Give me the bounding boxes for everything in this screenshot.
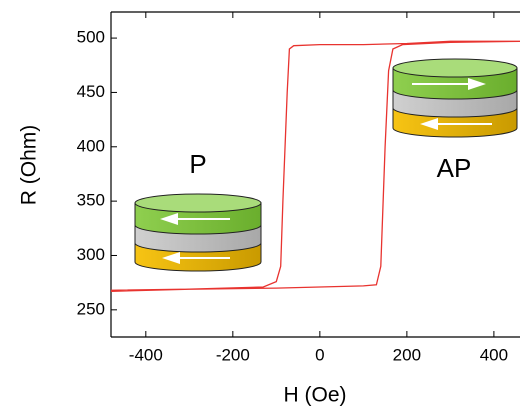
y-tick-label: 400 [77, 136, 105, 155]
y-tick-label: 300 [77, 245, 105, 264]
y-tick-label: 350 [77, 191, 105, 210]
x-tick-label: -400 [129, 345, 163, 364]
axes-frame [110, 11, 520, 338]
data-line [110, 40, 520, 292]
x-axis-title: H (Oe) [284, 384, 347, 407]
plot-area [110, 40, 520, 292]
y-tick-label: 250 [77, 299, 105, 318]
x-tick-label: 400 [480, 345, 508, 364]
y-axis-title: R (Ohm) [18, 125, 41, 206]
x-tick-label: -200 [216, 345, 250, 364]
y-tick-label: 450 [77, 82, 105, 101]
annotation: AP [437, 153, 472, 183]
x-tick-label: 0 [315, 345, 324, 364]
antiparallel-stack-icon [392, 58, 518, 138]
x-tick-label: 200 [393, 345, 421, 364]
annotation: P [189, 149, 206, 179]
parallel-stack-icon [134, 193, 262, 272]
y-tick-label: 500 [77, 28, 105, 47]
